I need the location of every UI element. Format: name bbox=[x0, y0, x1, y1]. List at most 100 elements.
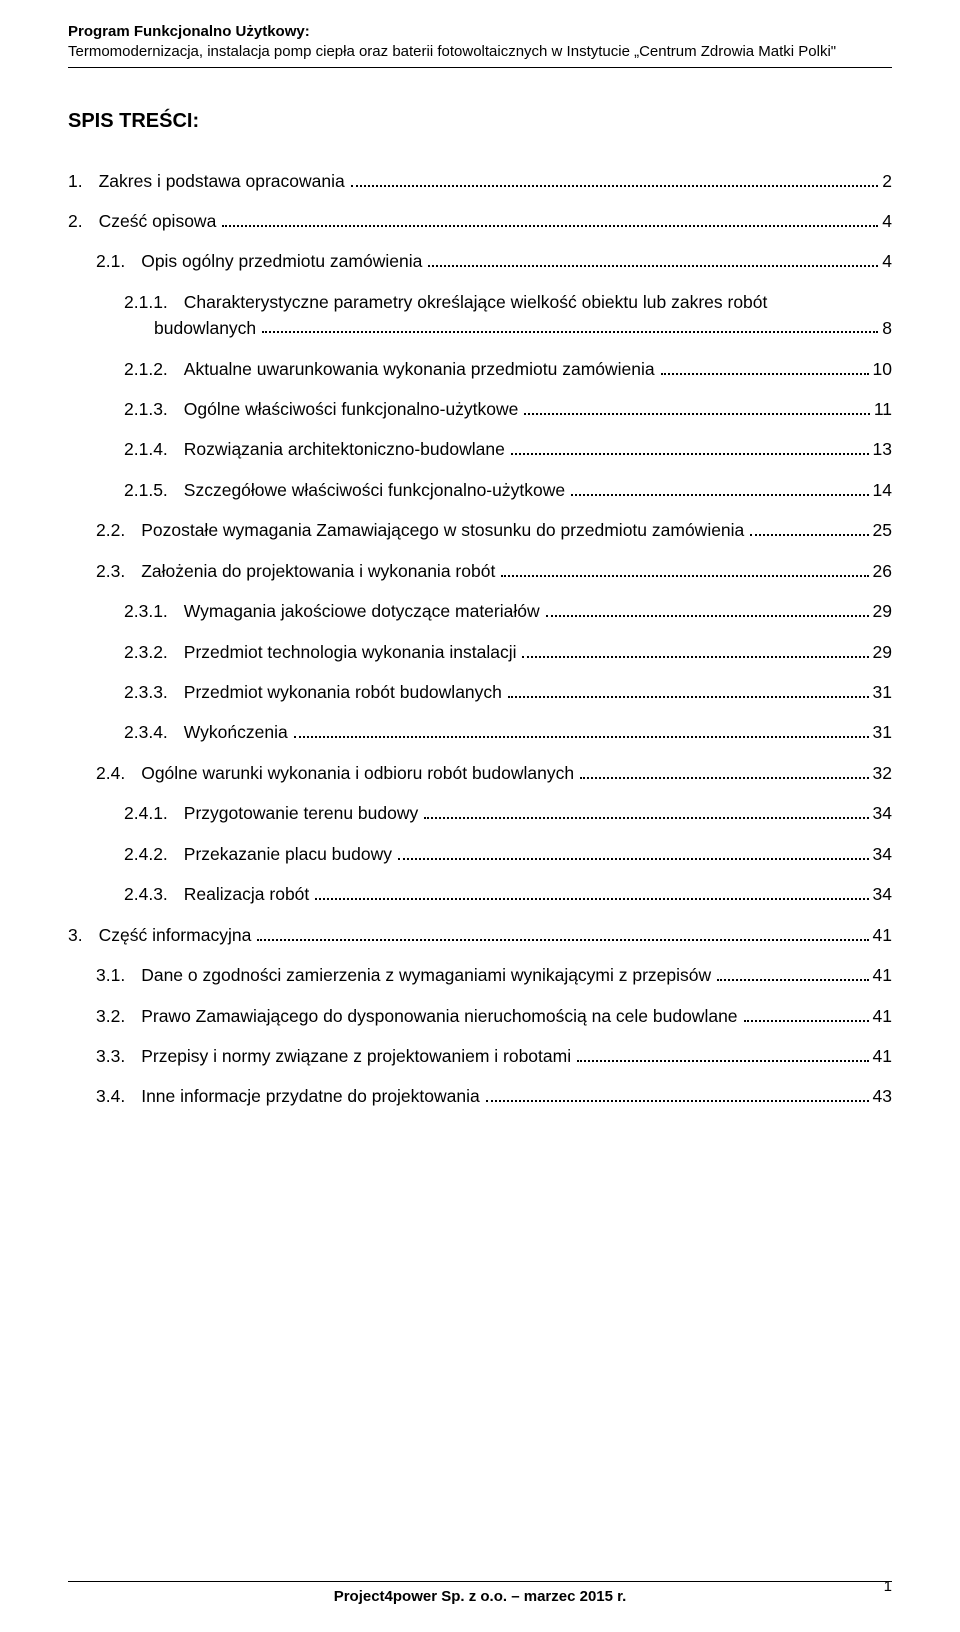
toc-dots bbox=[428, 250, 878, 268]
toc-num: 2.3.3. bbox=[124, 679, 168, 705]
toc-row: 2.1.1. Charakterystyczne parametry określ… bbox=[68, 289, 892, 342]
toc-dots bbox=[750, 519, 868, 537]
toc-label: budowlanych bbox=[154, 315, 256, 341]
toc-page: 34 bbox=[873, 800, 892, 826]
toc-row: 2.1.4. Rozwiązania architektoniczno-budow… bbox=[68, 436, 892, 462]
toc-page: 14 bbox=[873, 477, 892, 503]
toc-page: 41 bbox=[873, 962, 892, 988]
toc-num: 3.1. bbox=[96, 962, 125, 988]
toc-label: Przedmiot wykonania robót budowlanych bbox=[184, 679, 502, 705]
toc-num: 2.1.1. bbox=[124, 289, 168, 315]
toc-row: 1. Zakres i podstawa opracowania 2 bbox=[68, 168, 892, 194]
toc-label: Opis ogólny przedmiotu zamówienia bbox=[141, 248, 422, 274]
toc-page: 34 bbox=[873, 841, 892, 867]
toc-row: 2.4. Ogólne warunki wykonania i odbioru r… bbox=[68, 760, 892, 786]
toc-page: 31 bbox=[873, 679, 892, 705]
doc-footer: Project4power Sp. z o.o. – marzec 2015 r… bbox=[68, 1581, 892, 1609]
toc-page: 31 bbox=[873, 719, 892, 745]
toc-dots bbox=[262, 315, 878, 333]
toc-num: 1. bbox=[68, 168, 83, 194]
toc-page: 11 bbox=[874, 396, 892, 422]
toc-num: 2.3.1. bbox=[124, 598, 168, 624]
toc-page: 29 bbox=[873, 598, 892, 624]
toc-row: 2.3.Założenia do projektowania i wykonan… bbox=[68, 558, 892, 584]
toc-row: 2.2.Pozostałe wymagania Zamawiającego w … bbox=[68, 517, 892, 543]
toc-row: 3.3. Przepisy i normy związane z projekto… bbox=[68, 1043, 892, 1069]
toc-list: 1.Zakres i podstawa opracowania22.Cześć … bbox=[68, 168, 892, 1110]
toc-dots bbox=[222, 209, 878, 227]
toc-title: SPIS TREŚCI: bbox=[68, 106, 892, 136]
toc-row: 3.2.Prawo Zamawiającego do dysponowania … bbox=[68, 1003, 892, 1029]
toc-label: Przekazanie placu budowy bbox=[184, 841, 392, 867]
toc-row: 2.1. Opis ogólny przedmiotu zamówienia 4 bbox=[68, 248, 892, 274]
toc-row: 2.1.2. Aktualne uwarunkowania wykonania p… bbox=[68, 356, 892, 382]
toc-dots bbox=[511, 438, 869, 456]
toc-page: 26 bbox=[873, 558, 892, 584]
toc-num: 3.4. bbox=[96, 1083, 125, 1109]
toc-label: Wykończenia bbox=[184, 719, 288, 745]
toc-num: 2.4.1. bbox=[124, 800, 168, 826]
footer-page-number: 1 bbox=[852, 1576, 892, 1599]
footer-line: Project4power Sp. z o.o. – marzec 2015 r… bbox=[68, 1586, 892, 1609]
toc-page: 32 bbox=[873, 760, 892, 786]
toc-num: 2.4. bbox=[96, 760, 125, 786]
toc-row: 2.4.2. Przekazanie placu budowy 34 bbox=[68, 841, 892, 867]
toc-page: 41 bbox=[873, 922, 892, 948]
toc-row: 2.3.4. Wykończenia 31 bbox=[68, 719, 892, 745]
toc-num: 2.1.4. bbox=[124, 436, 168, 462]
toc-row: 3. Część informacyjna 41 bbox=[68, 922, 892, 948]
toc-dots bbox=[571, 478, 868, 496]
toc-dots bbox=[522, 640, 868, 658]
toc-dots bbox=[661, 357, 869, 375]
toc-label: Część informacyjna bbox=[99, 922, 252, 948]
toc-num: 2.3.2. bbox=[124, 639, 168, 665]
toc-label: Rozwiązania architektoniczno-budowlane bbox=[184, 436, 505, 462]
toc-label: Zakres i podstawa opracowania bbox=[99, 168, 345, 194]
toc-page: 4 bbox=[882, 248, 892, 274]
toc-dots bbox=[294, 721, 869, 739]
footer-center: Project4power Sp. z o.o. – marzec 2015 r… bbox=[108, 1586, 852, 1609]
toc-dots bbox=[744, 1004, 869, 1022]
toc-label: Przygotowanie terenu budowy bbox=[184, 800, 418, 826]
toc-num: 2.1.2. bbox=[124, 356, 168, 382]
toc-row: 2.4.3.Realizacja robót34 bbox=[68, 881, 892, 907]
toc-page: 25 bbox=[873, 517, 892, 543]
doc-header: Program Funkcjonalno Użytkowy: Termomode… bbox=[68, 22, 892, 63]
toc-page: 2 bbox=[882, 168, 892, 194]
toc-num: 2.1.5. bbox=[124, 477, 168, 503]
toc-label: Aktualne uwarunkowania wykonania przedmi… bbox=[184, 356, 655, 382]
toc-dots bbox=[580, 761, 868, 779]
toc-num: 2.4.3. bbox=[124, 881, 168, 907]
toc-label: Przepisy i normy związane z projektowani… bbox=[141, 1043, 571, 1069]
toc-row: 2.Cześć opisowa4 bbox=[68, 208, 892, 234]
toc-label: Ogólne warunki wykonania i odbioru robót… bbox=[141, 760, 574, 786]
toc-dots bbox=[508, 680, 869, 698]
toc-row: 2.3.2.Przedmiot technologia wykonania in… bbox=[68, 639, 892, 665]
toc-page: 29 bbox=[873, 639, 892, 665]
toc-num: 2.3.4. bbox=[124, 719, 168, 745]
toc-label: Cześć opisowa bbox=[99, 208, 217, 234]
toc-row: 2.3.3. Przedmiot wykonania robót budowlan… bbox=[68, 679, 892, 705]
toc-dots bbox=[501, 559, 868, 577]
toc-page: 13 bbox=[873, 436, 892, 462]
toc-page: 4 bbox=[882, 208, 892, 234]
toc-label: Charakterystyczne parametry określające … bbox=[184, 289, 768, 315]
toc-row: 3.1. Dane o zgodności zamierzenia z wymag… bbox=[68, 962, 892, 988]
toc-page: 43 bbox=[873, 1083, 892, 1109]
toc-label: Dane o zgodności zamierzenia z wymagania… bbox=[141, 962, 711, 988]
toc-page: 41 bbox=[873, 1003, 892, 1029]
toc-dots bbox=[398, 842, 869, 860]
toc-dots bbox=[524, 397, 869, 415]
toc-label: Ogólne właściwości funkcjonalno-użytkowe bbox=[184, 396, 519, 422]
toc-num: 3.3. bbox=[96, 1043, 125, 1069]
toc-dots bbox=[315, 882, 868, 900]
page: Program Funkcjonalno Użytkowy: Termomode… bbox=[0, 0, 960, 1632]
toc-row: 2.3.1.Wymagania jakościowe dotyczące mat… bbox=[68, 598, 892, 624]
toc-label: Szczegółowe właściwości funkcjonalno-uży… bbox=[184, 477, 565, 503]
toc-num: 2.1. bbox=[96, 248, 125, 274]
toc-num: 2.4.2. bbox=[124, 841, 168, 867]
toc-label: Realizacja robót bbox=[184, 881, 309, 907]
toc-label: Założenia do projektowania i wykonania r… bbox=[141, 558, 495, 584]
toc-num: 3.2. bbox=[96, 1003, 125, 1029]
toc-num: 3. bbox=[68, 922, 83, 948]
